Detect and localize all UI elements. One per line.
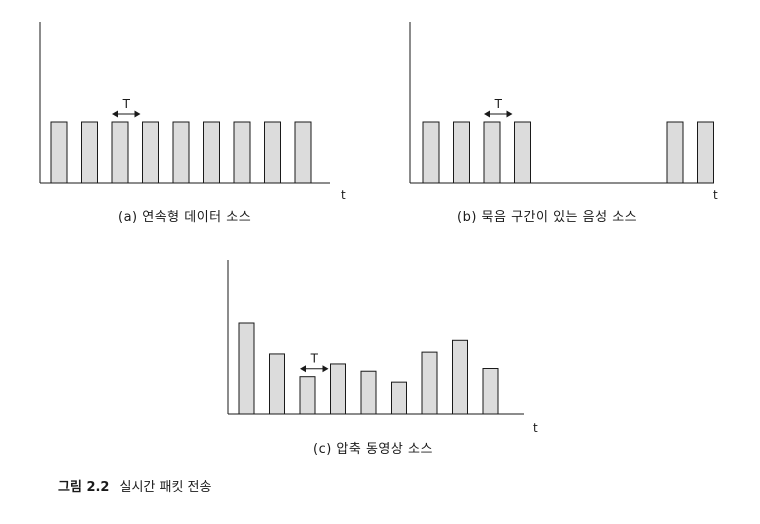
time-axis-label: t — [341, 188, 346, 202]
packet-bar — [238, 322, 255, 415]
period-arrow — [300, 365, 329, 373]
panel-continuous-data: tT — [39, 22, 346, 202]
packet-bar — [142, 121, 159, 184]
figure-caption: 그림 2.2 실시간 패킷 전송 — [58, 476, 211, 495]
packet-bar — [391, 381, 407, 415]
packet-bar — [233, 121, 251, 184]
packet-bar — [111, 121, 129, 184]
period-arrow — [484, 110, 513, 118]
panel-voice-with-silence: tT — [409, 22, 718, 202]
packet-bar — [422, 121, 440, 184]
period-label: T — [310, 352, 319, 366]
caption-panel-c: (c) 압축 동영상 소스 — [313, 442, 433, 457]
packet-bar — [269, 353, 285, 415]
packet-bar — [299, 376, 316, 415]
caption-panel-a: (a) 연속형 데이터 소스 — [118, 210, 252, 225]
packet-bar — [483, 121, 501, 184]
time-axis-label: t — [533, 421, 538, 435]
packet-bar — [514, 121, 531, 184]
packet-bar — [360, 370, 377, 415]
packet-bar — [453, 121, 470, 184]
packet-bar — [452, 339, 468, 415]
caption-panel-b: (b) 묵음 구간이 있는 음성 소스 — [457, 210, 638, 225]
packet-bar — [81, 121, 98, 184]
packet-bar — [421, 351, 438, 415]
packet-bar — [482, 368, 499, 415]
packet-bar — [203, 121, 220, 184]
panel-compressed-video: tT — [227, 260, 538, 435]
packet-bar — [697, 121, 714, 184]
period-label: T — [122, 97, 131, 111]
packet-bar — [172, 121, 190, 184]
packet-bar — [666, 121, 684, 184]
time-axis-label: t — [713, 188, 718, 202]
period-label: T — [494, 97, 503, 111]
figure-number: 그림 2.2 — [58, 480, 110, 495]
figure-title: 실시간 패킷 전송 — [119, 480, 212, 495]
period-arrow — [112, 110, 141, 118]
packet-bar — [264, 121, 281, 184]
packet-bar — [294, 121, 312, 184]
packet-bar — [50, 121, 68, 184]
packet-bar — [330, 363, 346, 415]
